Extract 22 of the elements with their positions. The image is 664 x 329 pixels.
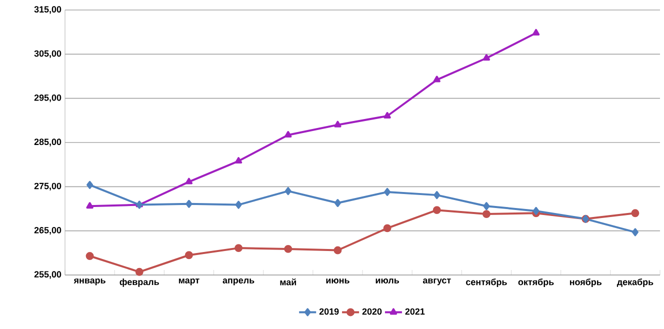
x-tick-label: октябрь: [518, 278, 554, 287]
y-tick-label: 285,00: [34, 138, 62, 146]
x-tick-label: август: [422, 278, 451, 286]
y-tick-label: 315,00: [34, 6, 62, 14]
y-tick-label: 305,00: [34, 50, 62, 58]
y-tick-label: 275,00: [34, 182, 62, 190]
legend-label: 2020: [362, 308, 382, 315]
y-tick-label: 265,00: [34, 227, 62, 235]
x-tick-label: апрель: [222, 278, 254, 286]
x-tick-label: январь: [74, 278, 106, 286]
x-tick-label: июль: [376, 278, 400, 284]
x-tick-label: июнь: [326, 278, 350, 284]
x-tick-label: март: [178, 278, 200, 286]
legend-label: 2021: [405, 308, 425, 315]
x-tick-label: сентябрь: [466, 278, 507, 287]
x-tick-label: май: [280, 278, 296, 286]
y-tick-label: 255,00: [34, 271, 62, 279]
y-tick-label: 295,00: [34, 94, 62, 102]
x-tick-label: декабрь: [616, 278, 654, 287]
x-tick-label: ноябрь: [570, 278, 602, 287]
x-tick-label: февраль: [120, 278, 159, 287]
legend-label: 2019: [319, 308, 339, 315]
